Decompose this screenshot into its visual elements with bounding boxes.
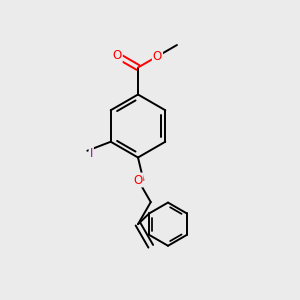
Text: O: O (134, 173, 142, 187)
Text: I: I (89, 146, 93, 160)
Text: O: O (112, 49, 122, 62)
Text: O: O (153, 50, 162, 63)
